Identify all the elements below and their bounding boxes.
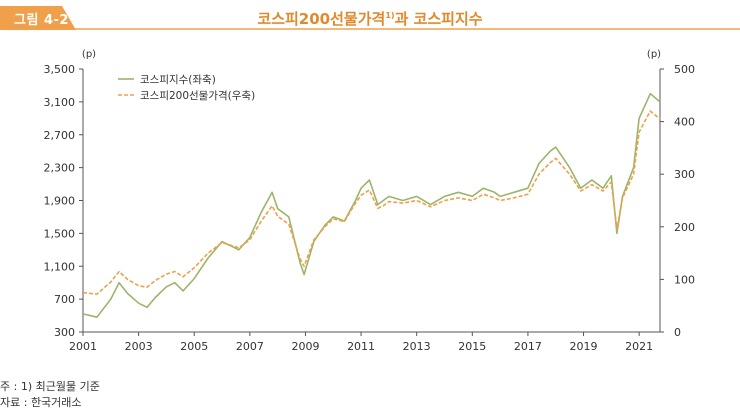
- x-axis-tick-label: 2007: [236, 340, 264, 353]
- series-line-1: [82, 92, 661, 319]
- x-axis-tick-label: 2013: [403, 340, 431, 353]
- line-chart: 3,500 3,100 2,700 2,300 1,900 1,500 1,100 700 30…: [44, 49, 696, 353]
- legend-label-2: 코스피200선물가격(우축): [140, 89, 255, 102]
- left-axis-tick-label: 1,100: [44, 260, 76, 273]
- x-axis-tick-label: 2009: [291, 340, 319, 353]
- x-axis-tick-label: 2017: [514, 340, 542, 353]
- figure-badge: [0, 6, 76, 30]
- right-axis-tick-label: 100: [674, 273, 695, 286]
- right-axis-tick-label: 300: [674, 168, 695, 181]
- left-axis-tick-label: 1,500: [44, 227, 76, 240]
- x-axis-tick-label: 2011: [347, 340, 375, 353]
- chart-title-main: 코스피200선물가격: [257, 10, 386, 28]
- chart-title: 코스피200선물가격1)과 코스피지수: [0, 8, 740, 29]
- header-rule: [60, 28, 740, 30]
- x-axis-tick-label: 2021: [625, 340, 653, 353]
- right-axis-unit: (p): [647, 49, 661, 60]
- legend-label-1: 코스피지수(좌축): [140, 74, 216, 86]
- right-axis-tick-label: 0: [674, 326, 681, 339]
- x-axis-tick-label: 2003: [125, 340, 153, 353]
- right-axis-tick-label: 200: [674, 221, 695, 234]
- left-axis-tick-label: 1,900: [44, 195, 76, 208]
- chart-title-rest: 과 코스피지수: [394, 10, 483, 28]
- right-axis-tick-label: 500: [674, 63, 695, 76]
- x-axis-tick-label: 2019: [570, 340, 598, 353]
- x-axis-tick-label: 2001: [69, 340, 97, 353]
- right-axis-tick-label: 400: [674, 116, 695, 129]
- x-axis-tick-label: 2005: [180, 340, 208, 353]
- left-axis-unit: (p): [82, 49, 96, 60]
- series-line-2: [82, 110, 661, 295]
- chart-title-footnote-mark: 1): [385, 11, 395, 20]
- figure-label: 그림 4-2: [14, 13, 69, 28]
- left-axis-tick-label: 700: [54, 293, 75, 306]
- footnote: 주 : 1) 최근월물 기준: [0, 380, 100, 393]
- source-note: 자료 : 한국거래소: [0, 396, 82, 409]
- left-axis-tick-label: 300: [54, 326, 75, 339]
- left-axis-tick-label: 2,300: [44, 162, 76, 175]
- left-axis-tick-label: 3,100: [44, 96, 76, 109]
- x-axis-tick-label: 2015: [458, 340, 486, 353]
- left-axis-tick-label: 3,500: [44, 63, 76, 76]
- left-axis-tick-label: 2,700: [44, 129, 76, 142]
